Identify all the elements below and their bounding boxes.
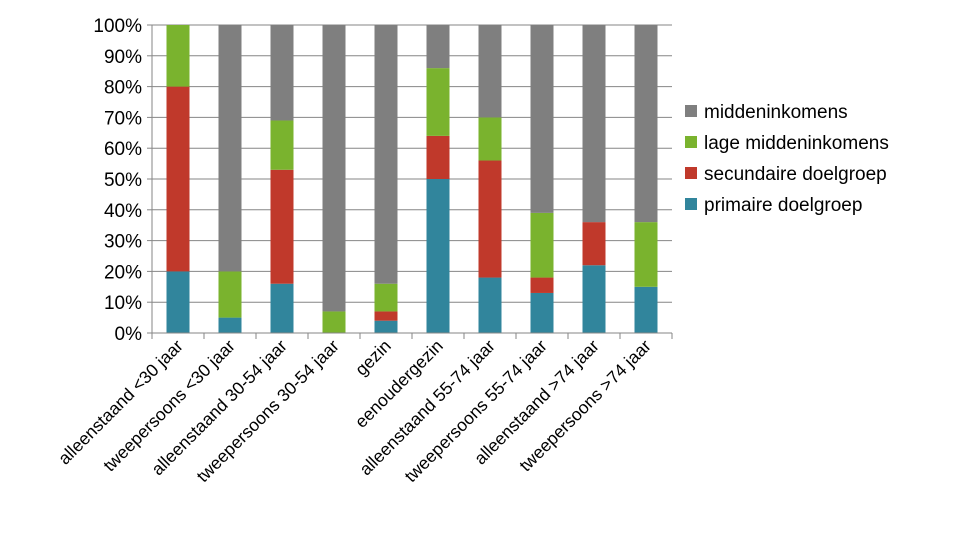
- bar-segment: [218, 271, 242, 318]
- bar-segment: [270, 120, 294, 170]
- bar-segment: [270, 169, 294, 284]
- bar-segment: [426, 179, 450, 333]
- bar-segment: [218, 25, 242, 272]
- bar-segment: [582, 25, 606, 223]
- legend-label: middeninkomens: [704, 102, 848, 123]
- bar-segment: [478, 25, 502, 118]
- bar-segment: [582, 265, 606, 333]
- bar-segment: [530, 292, 554, 333]
- legend-swatch: [685, 136, 697, 148]
- bar-segment: [478, 160, 502, 278]
- y-tick-label: 80%: [104, 78, 142, 99]
- y-tick-label: 50%: [104, 170, 142, 191]
- bar-segment: [270, 283, 294, 333]
- y-axis: 0% 10% 20% 30% 40% 50% 60% 70% 80% 90% 100%: [93, 16, 153, 345]
- bar-segment: [426, 25, 450, 69]
- y-tick-label: 60%: [104, 139, 142, 160]
- y-tick-label: 20%: [104, 262, 142, 283]
- bar-segment: [374, 320, 398, 333]
- bar-segment: [270, 25, 294, 121]
- bar-segment: [582, 222, 606, 266]
- legend-swatch: [685, 105, 697, 117]
- y-tick-label: 30%: [104, 232, 142, 253]
- bar-segment: [634, 222, 658, 287]
- legend-label: secundaire doelgroep: [704, 164, 887, 185]
- legend-label: primaire doelgroep: [704, 195, 862, 216]
- y-tick-label: 100%: [93, 16, 142, 37]
- bar-segment: [218, 317, 242, 333]
- y-tick-label: 90%: [104, 47, 142, 68]
- legend: middeninkomens lage middeninkomens secunda…: [685, 102, 889, 216]
- bar-segment: [426, 135, 450, 179]
- bar-segment: [166, 86, 190, 272]
- y-tick-label: 70%: [104, 108, 142, 129]
- bar-segment: [322, 311, 346, 333]
- bar-segment: [530, 277, 554, 293]
- bars: [166, 25, 658, 333]
- legend-swatch: [685, 167, 697, 179]
- y-tick-label: 10%: [104, 293, 142, 314]
- bar-segment: [426, 68, 450, 136]
- y-tick-label: 40%: [104, 201, 142, 222]
- bar-segment: [322, 25, 346, 312]
- bar-segment: [634, 286, 658, 333]
- bar-segment: [166, 25, 190, 87]
- x-category-label: gezin: [351, 336, 395, 380]
- legend-swatch: [685, 198, 697, 210]
- bar-segment: [478, 117, 502, 161]
- bar-segment: [530, 212, 554, 278]
- bar-segment: [530, 25, 554, 213]
- bar-segment: [478, 277, 502, 333]
- bar-segment: [374, 283, 398, 312]
- bar-segment: [634, 25, 658, 223]
- bar-segment: [374, 25, 398, 284]
- y-tick-label: 0%: [115, 324, 143, 345]
- bar-segment: [374, 311, 398, 321]
- bar-segment: [166, 271, 190, 333]
- legend-label: lage middeninkomens: [704, 133, 889, 154]
